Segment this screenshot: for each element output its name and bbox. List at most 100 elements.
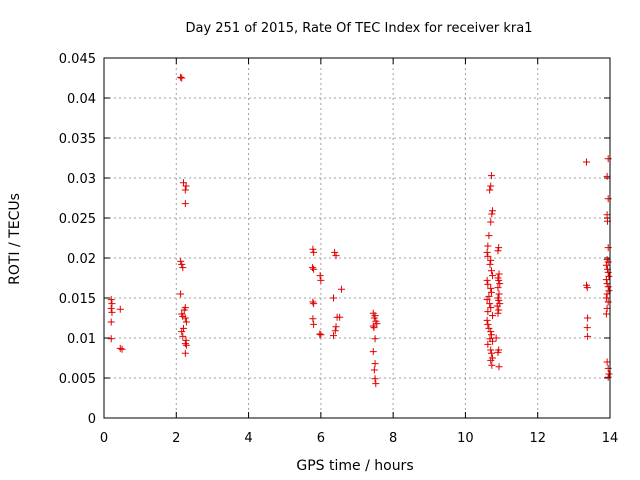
data-point	[310, 265, 318, 273]
data-point	[492, 334, 500, 342]
data-point	[602, 294, 610, 302]
data-point	[487, 218, 495, 226]
data-point	[118, 345, 126, 353]
data-point	[495, 363, 503, 371]
data-point	[330, 294, 338, 302]
data-point	[331, 327, 339, 335]
data-point	[604, 258, 612, 266]
data-point	[484, 280, 492, 288]
data-point	[487, 182, 495, 190]
y-tick-label: 0.045	[59, 52, 96, 67]
data-point	[604, 244, 612, 252]
data-point	[489, 207, 497, 215]
data-point	[483, 276, 491, 284]
data-point	[602, 276, 610, 284]
x-tick-label: 8	[389, 431, 397, 446]
data-point	[493, 302, 501, 310]
y-tick-label: 0.035	[59, 132, 96, 147]
y-tick-label: 0.03	[67, 172, 96, 187]
data-point	[182, 318, 190, 326]
data-point	[182, 182, 190, 190]
data-point	[116, 344, 124, 352]
data-point	[316, 330, 324, 338]
data-point	[495, 270, 503, 278]
data-points	[107, 73, 613, 388]
data-point	[371, 335, 379, 343]
data-point	[604, 268, 612, 276]
data-point	[602, 261, 610, 269]
x-axis-ticks: 0 2 4 6 8 10 12 14	[100, 58, 618, 446]
data-point	[603, 290, 611, 298]
data-point	[484, 320, 492, 328]
data-point	[309, 245, 317, 253]
data-point	[331, 248, 339, 256]
data-point	[177, 73, 185, 81]
data-point	[371, 375, 379, 383]
data-point	[369, 348, 377, 356]
data-point	[494, 348, 502, 356]
data-point	[336, 313, 344, 321]
data-point	[484, 340, 492, 348]
data-point	[489, 337, 497, 345]
data-point	[178, 328, 186, 336]
data-point	[487, 328, 495, 336]
data-point	[605, 287, 613, 295]
y-tick-label: 0.015	[59, 292, 96, 307]
data-point	[584, 332, 592, 340]
data-point	[584, 314, 592, 322]
data-point	[180, 324, 188, 332]
data-point	[487, 288, 495, 296]
data-point	[604, 298, 612, 306]
data-point	[487, 356, 495, 364]
data-point	[309, 264, 317, 272]
data-point	[488, 361, 496, 369]
data-point	[180, 306, 188, 314]
data-point	[370, 324, 378, 332]
data-point	[483, 296, 491, 304]
data-point	[487, 256, 495, 264]
data-point	[317, 331, 325, 339]
data-point	[332, 323, 340, 331]
data-point	[583, 324, 591, 332]
data-point	[107, 304, 115, 312]
data-point	[108, 300, 116, 308]
data-point	[108, 308, 116, 316]
data-point	[495, 306, 503, 314]
data-point	[370, 366, 378, 374]
data-point	[494, 247, 502, 255]
data-point	[604, 364, 612, 372]
data-point	[181, 340, 189, 348]
data-point	[107, 335, 115, 343]
x-tick-label: 6	[317, 431, 325, 446]
data-point	[485, 232, 493, 240]
y-tick-label: 0	[88, 412, 96, 427]
x-tick-label: 4	[244, 431, 252, 446]
data-point	[604, 373, 612, 381]
data-point	[371, 360, 379, 368]
data-point	[487, 304, 495, 312]
data-point	[107, 296, 115, 304]
data-point	[179, 264, 187, 272]
x-tick-label: 2	[172, 431, 180, 446]
data-point	[182, 341, 190, 349]
x-axis-label: GPS time / hours	[296, 458, 413, 474]
x-tick-label: 0	[100, 431, 108, 446]
y-axis-label: ROTI / TECUs	[7, 193, 23, 285]
data-point	[310, 300, 318, 308]
data-point	[369, 322, 377, 330]
data-point	[486, 260, 494, 268]
data-point	[309, 298, 317, 306]
y-tick-label: 0.01	[67, 332, 96, 347]
data-point	[583, 158, 591, 166]
data-point	[487, 346, 495, 354]
data-point	[495, 296, 503, 304]
x-tick-label: 14	[602, 431, 619, 446]
y-tick-label: 0.005	[59, 372, 96, 387]
data-point	[107, 318, 115, 326]
data-point	[370, 314, 378, 322]
data-point	[332, 252, 340, 260]
grid-lines	[104, 58, 610, 418]
data-point	[489, 272, 497, 280]
data-point	[178, 74, 186, 82]
